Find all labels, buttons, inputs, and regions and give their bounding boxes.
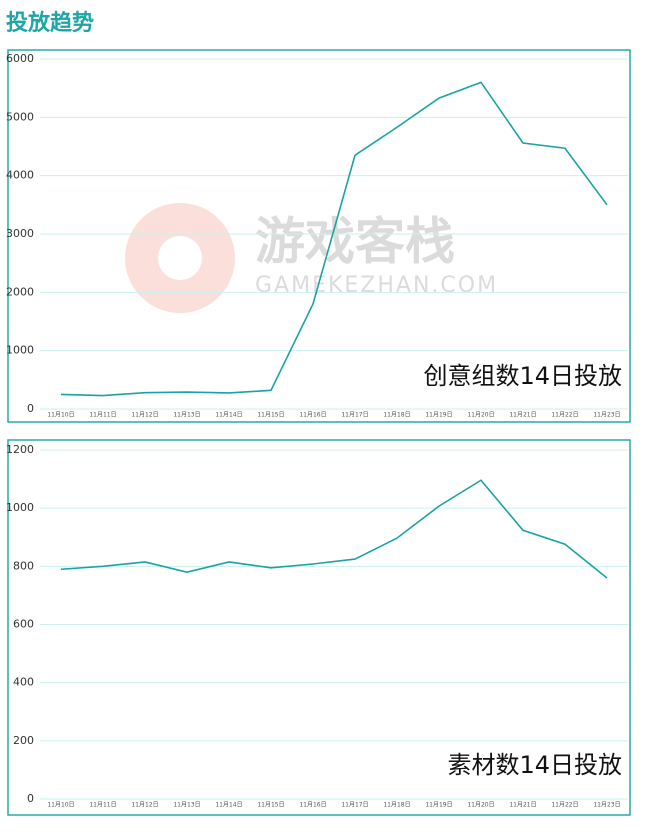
watermark-logo bbox=[158, 236, 202, 280]
x-tick-label: 11月10日 bbox=[47, 802, 74, 809]
y-tick-label: 800 bbox=[13, 559, 34, 572]
line bbox=[60, 479, 608, 579]
x-tick-label: 11月13日 bbox=[173, 412, 200, 419]
x-tick-label: 11月23日 bbox=[593, 802, 620, 809]
chart-frame bbox=[7, 49, 631, 423]
x-tick-label: 11月22日 bbox=[551, 412, 578, 419]
x-tick-label: 11月21日 bbox=[509, 412, 536, 419]
y-tick-label: 5000 bbox=[6, 110, 34, 123]
watermark: 游戏客栈 GAMEKEZHAN.COM bbox=[125, 203, 498, 313]
y-tick-label: 6000 bbox=[6, 52, 34, 65]
x-tick-label: 11月17日 bbox=[341, 412, 368, 419]
x-tick-label: 11月18日 bbox=[383, 412, 410, 419]
y-tick-label: 400 bbox=[13, 676, 34, 689]
y-tick-label: 1000 bbox=[6, 501, 34, 514]
annotation: 创意组数14日投放 bbox=[423, 362, 622, 390]
x-tick-label: 11月13日 bbox=[173, 802, 200, 809]
y-tick-label: 3000 bbox=[6, 227, 34, 240]
y-tick-label: 1000 bbox=[6, 344, 34, 357]
x-tick-label: 11月19日 bbox=[425, 802, 452, 809]
line bbox=[60, 81, 608, 397]
y-tick-label: 0 bbox=[27, 402, 34, 415]
watermark-name: 游戏客栈 bbox=[255, 213, 455, 271]
x-tick-label: 11月16日 bbox=[299, 412, 326, 419]
x-tick-label: 11月20日 bbox=[467, 802, 494, 809]
x-tick-label: 11月17日 bbox=[341, 802, 368, 809]
watermark-url: GAMEKEZHAN.COM bbox=[255, 273, 498, 298]
x-tick-label: 11月14日 bbox=[215, 802, 242, 809]
x-tick-label: 11月12日 bbox=[131, 412, 158, 419]
x-tick-label: 11月12日 bbox=[131, 802, 158, 809]
y-tick-label: 0 bbox=[27, 792, 34, 805]
x-tick-label: 11月23日 bbox=[593, 412, 620, 419]
x-tick-label: 11月15日 bbox=[257, 412, 284, 419]
x-tick-label: 11月21日 bbox=[509, 802, 536, 809]
x-tick-label: 11月18日 bbox=[383, 802, 410, 809]
x-tick-label: 11月22日 bbox=[551, 802, 578, 809]
x-tick-label: 11月20日 bbox=[467, 412, 494, 419]
annotation: 素材数14日投放 bbox=[447, 751, 622, 779]
y-tick-label: 4000 bbox=[6, 169, 34, 182]
y-tick-label: 1200 bbox=[6, 443, 34, 456]
chart-frame bbox=[7, 439, 631, 816]
x-tick-label: 11月14日 bbox=[215, 412, 242, 419]
x-tick-label: 11月11日 bbox=[89, 802, 116, 809]
x-tick-label: 11月15日 bbox=[257, 802, 284, 809]
page-title: 投放趋势 bbox=[6, 10, 94, 36]
x-tick-label: 11月11日 bbox=[89, 412, 116, 419]
x-tick-label: 11月16日 bbox=[299, 802, 326, 809]
x-tick-label: 11月10日 bbox=[47, 412, 74, 419]
y-tick-label: 2000 bbox=[6, 285, 34, 298]
y-tick-label: 600 bbox=[13, 618, 34, 631]
y-tick-label: 200 bbox=[13, 734, 34, 747]
watermark-logo bbox=[125, 203, 235, 313]
x-tick-label: 11月19日 bbox=[425, 412, 452, 419]
